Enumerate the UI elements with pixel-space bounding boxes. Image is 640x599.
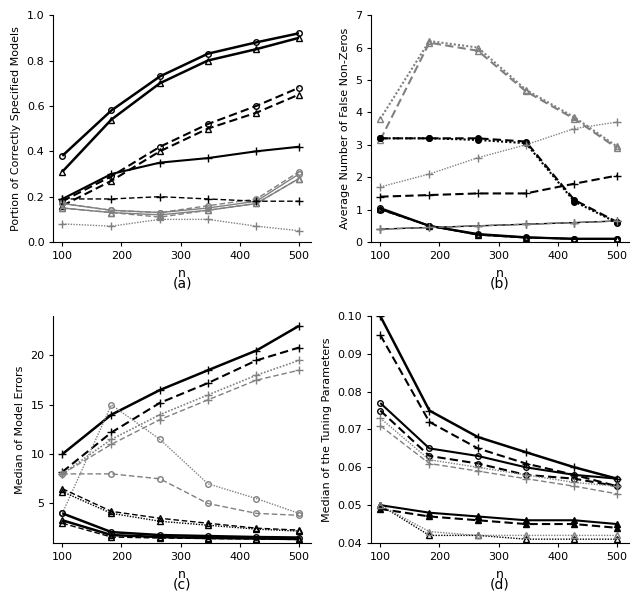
Text: (d): (d) bbox=[490, 577, 510, 591]
X-axis label: n: n bbox=[178, 267, 186, 280]
Text: (c): (c) bbox=[173, 577, 191, 591]
Y-axis label: Average Number of False Non-Zeros: Average Number of False Non-Zeros bbox=[340, 28, 349, 229]
Y-axis label: Median of the Tuning Parameters: Median of the Tuning Parameters bbox=[322, 337, 332, 522]
Y-axis label: Median of Model Errors: Median of Model Errors bbox=[15, 365, 25, 494]
Text: (b): (b) bbox=[490, 277, 510, 291]
Y-axis label: Portion of Correctly Specified Models: Portion of Correctly Specified Models bbox=[11, 26, 21, 231]
X-axis label: n: n bbox=[496, 567, 504, 580]
X-axis label: n: n bbox=[496, 267, 504, 280]
Text: (a): (a) bbox=[172, 277, 192, 291]
X-axis label: n: n bbox=[178, 567, 186, 580]
